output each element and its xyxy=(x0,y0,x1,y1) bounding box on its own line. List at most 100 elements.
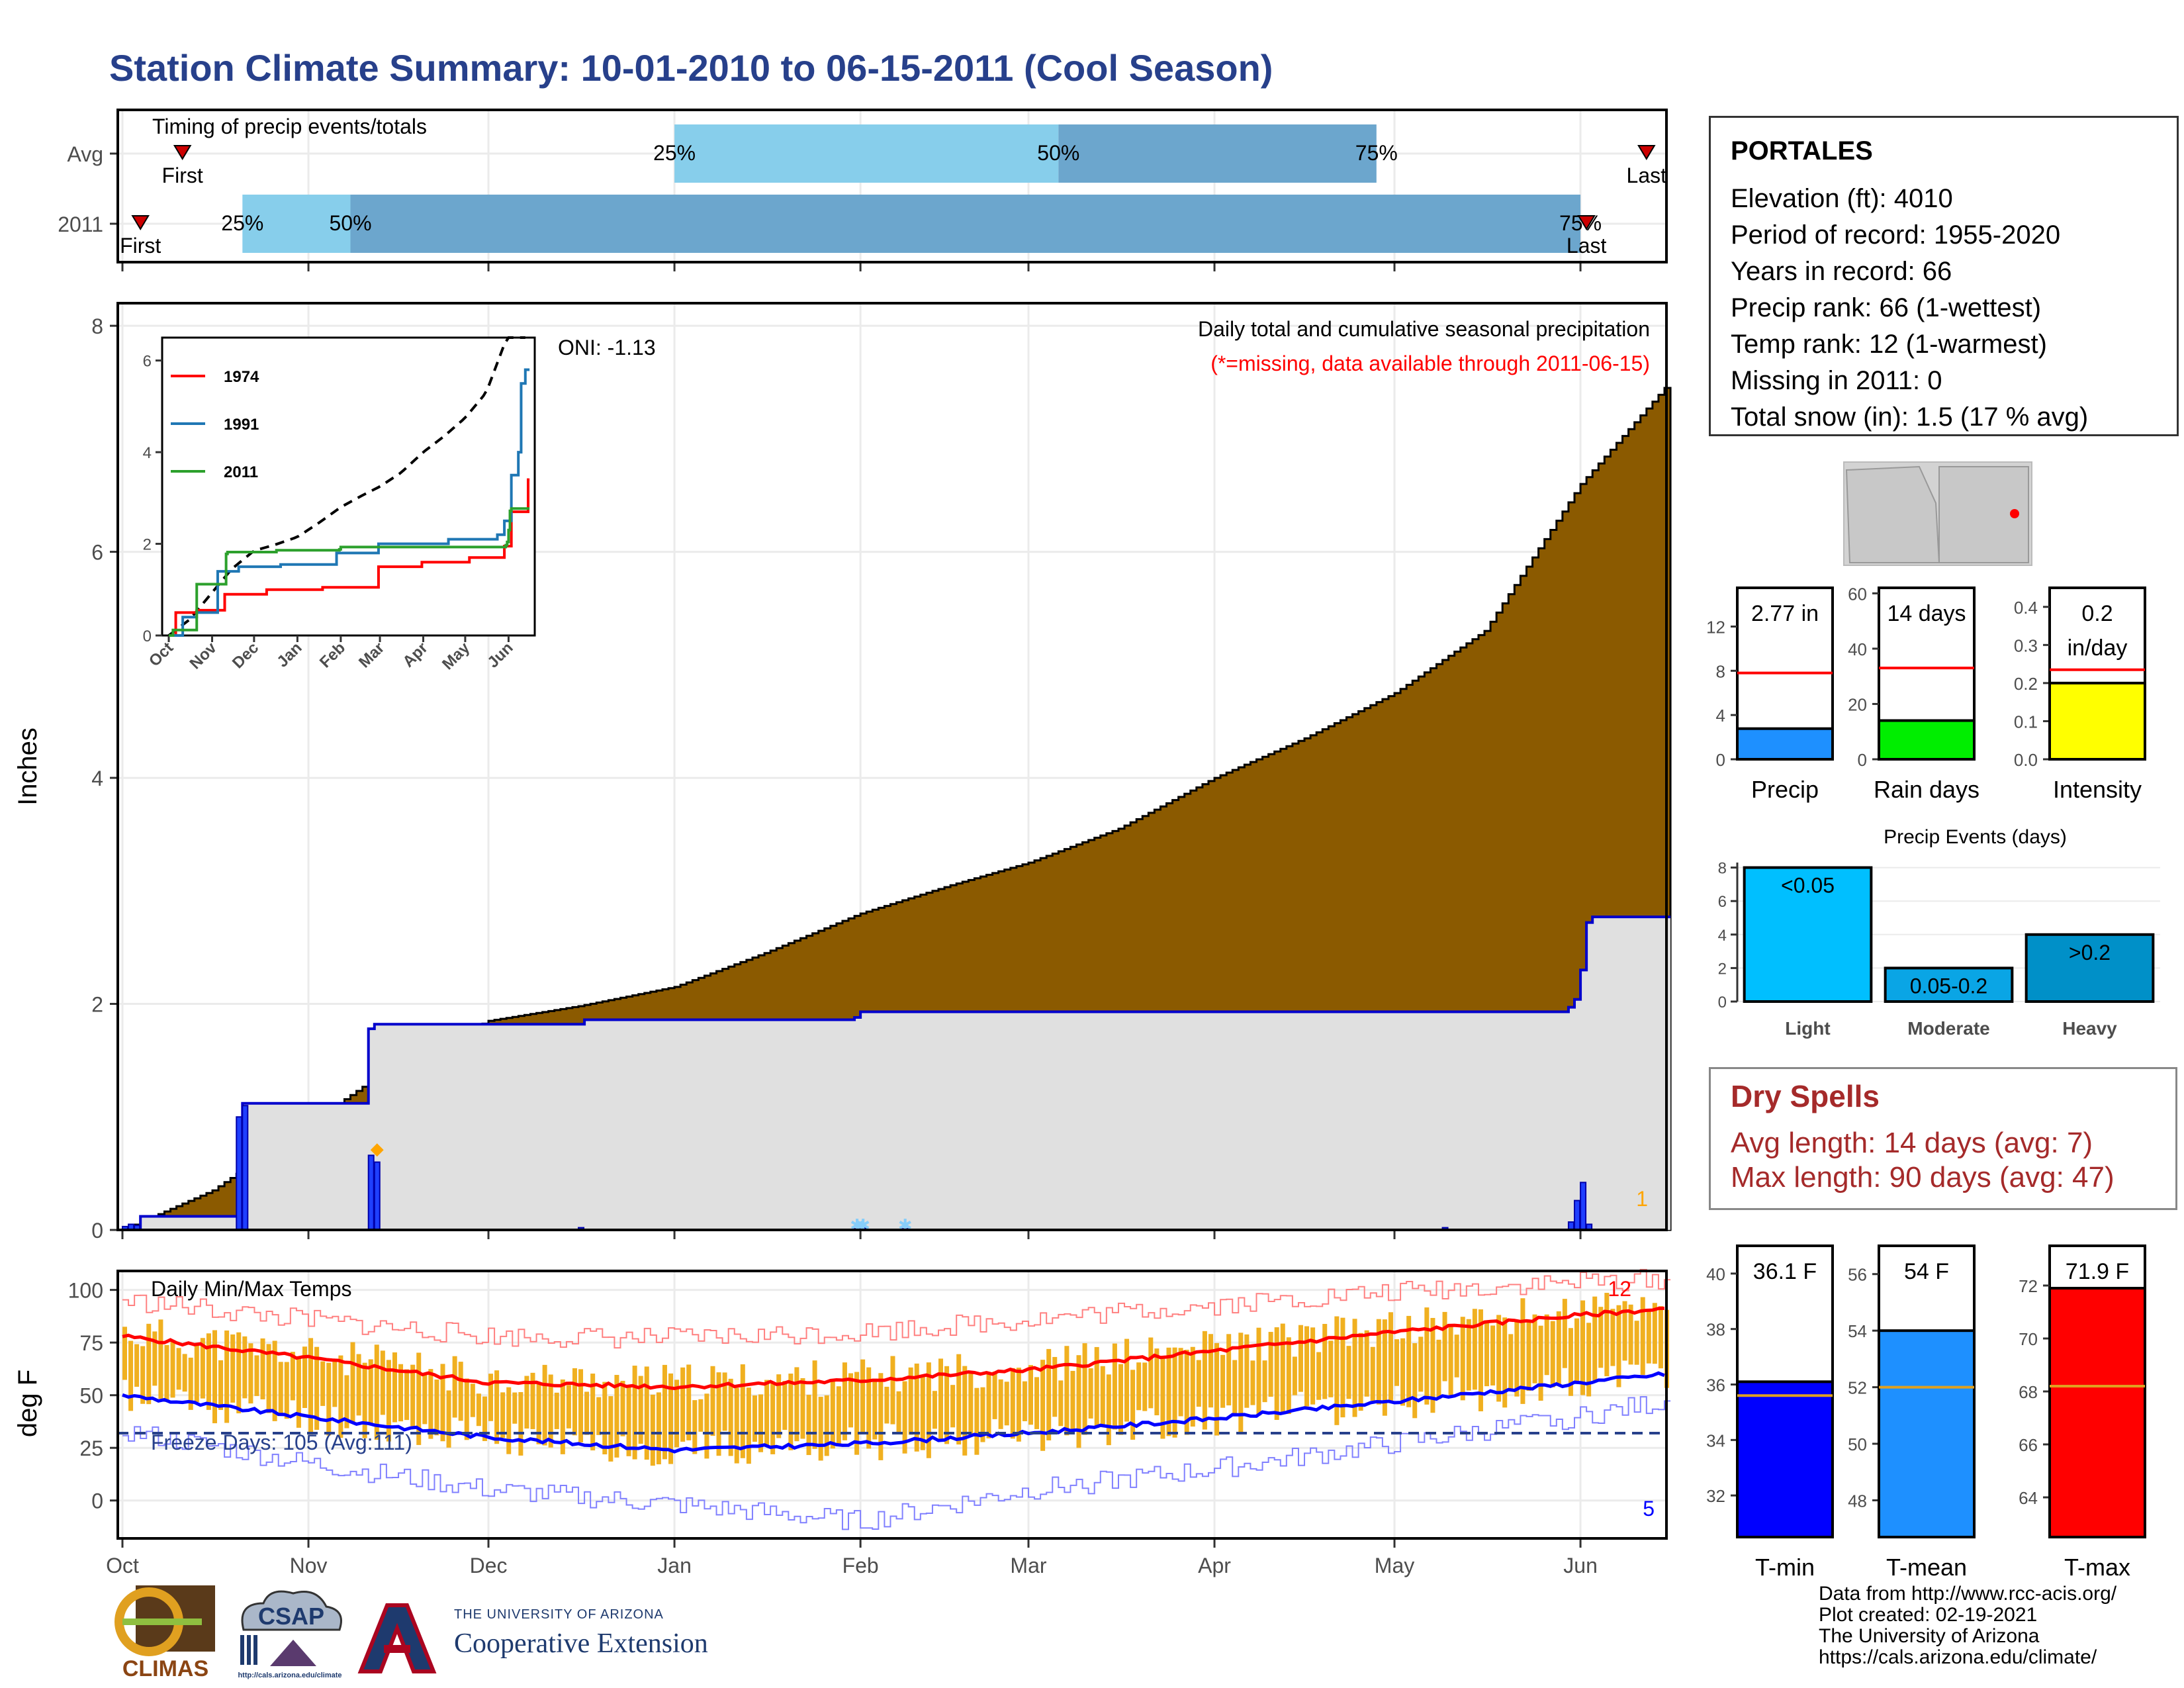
map-station-dot xyxy=(2010,509,2019,518)
csap-url: http://cals.arizona.edu/climate xyxy=(238,1671,341,1679)
temps-daily-bar xyxy=(446,1390,451,1448)
temps-daily-bar xyxy=(1460,1317,1465,1401)
temps-daily-bar xyxy=(440,1364,445,1442)
temps-daily-bar xyxy=(1412,1343,1418,1419)
temps-daily-bar xyxy=(1520,1298,1525,1404)
timing-p50-label: 50% xyxy=(329,211,371,235)
temps-daily-bar xyxy=(770,1382,776,1454)
dry-spells-max: Max length: 90 days (avg: 47) xyxy=(1731,1161,2115,1194)
temps-daily-bar xyxy=(356,1354,361,1416)
precip-snow-mark: ◆ xyxy=(371,1139,384,1158)
tmean-value-label: 54 F xyxy=(1904,1259,1949,1284)
temps-daily-bar xyxy=(368,1359,373,1426)
temps-avg-line xyxy=(122,1371,1665,1454)
intensity-ytick-label: 0.3 xyxy=(2014,635,2038,655)
precip-total-ytick-label: 8 xyxy=(1716,661,1725,681)
tmin-ytick-label: 40 xyxy=(1706,1264,1725,1284)
precip-daily-bar xyxy=(1580,1182,1587,1231)
temps-xtick-label: Dec xyxy=(470,1554,508,1577)
temps-daily-bar xyxy=(1376,1319,1381,1405)
precip-snow-mark: ✱ xyxy=(856,1215,870,1235)
timing-last-marker xyxy=(1637,145,1656,160)
temps-daily-bar xyxy=(176,1348,181,1390)
precip-cum-2011-area xyxy=(122,917,1671,1230)
precip-oni-label: ONI: -1.13 xyxy=(558,336,656,359)
temps-daily-bar xyxy=(818,1397,823,1461)
csap-cloud xyxy=(241,1590,342,1631)
temp-bar-charts: 32 34 36 38 40 36.1 F T-min 48 50 52 54 56 54 F T-mea… xyxy=(1706,1244,2146,1581)
temps-daily-bar xyxy=(314,1346,320,1430)
station-info-box: PORTALES Elevation (ft): 4010 Period of … xyxy=(1709,116,2179,436)
temps-daily-bar xyxy=(1646,1309,1651,1364)
temps-daily-bar xyxy=(1298,1325,1303,1392)
temps-ytick-label: 0 xyxy=(91,1489,103,1513)
temps-daily-bar xyxy=(710,1366,715,1436)
inset-series-line xyxy=(169,507,530,637)
climas-logo-text: CLIMAS xyxy=(122,1656,208,1681)
tmin-category-label: T-min xyxy=(1755,1554,1815,1581)
map-state-az xyxy=(1845,465,1940,563)
temps-daily-bar xyxy=(590,1374,596,1451)
temps-daily-bar xyxy=(380,1350,385,1415)
temps-daily-bar xyxy=(920,1376,925,1450)
temps-daily-bar xyxy=(1388,1312,1393,1402)
credit-line: Plot created: 02-19-2021 xyxy=(1819,1604,2038,1626)
temps-daily-bar xyxy=(542,1364,547,1446)
temps-daily-bar xyxy=(1214,1342,1220,1436)
temps-daily-bar xyxy=(1178,1348,1183,1417)
temps-daily-bar xyxy=(1172,1347,1177,1438)
temps-daily-bar xyxy=(1550,1321,1555,1387)
intensity-ytick-label: 0.2 xyxy=(2014,674,2038,694)
temps-daily-bar xyxy=(836,1386,841,1445)
temps-daily-bar xyxy=(392,1352,397,1423)
temps-daily-bar xyxy=(1226,1334,1232,1406)
temps-daily-bar xyxy=(1406,1315,1412,1407)
intensity-ytick-label: 0.4 xyxy=(2014,598,2038,618)
temps-daily-bar xyxy=(488,1374,494,1421)
dry-spells-avg: Avg length: 14 days (avg: 7) xyxy=(1731,1127,2093,1159)
timing-p75-label: 75% xyxy=(1559,211,1602,235)
inset-panel xyxy=(161,336,536,637)
station-name: PORTALES xyxy=(1731,136,1873,165)
summary-bar-charts: 0 4 8 12 2.77 in Precip 0 20 40 60 14 days Rain day… xyxy=(1706,584,2146,803)
events-category-label: Light xyxy=(1785,1018,1830,1039)
temps-daily-bar xyxy=(1088,1368,1093,1419)
temps-daily-bar xyxy=(1556,1311,1561,1385)
temps-daily-bar xyxy=(272,1340,277,1421)
temps-daily-bar xyxy=(800,1378,805,1439)
ua-wordmark: THE UNIVERSITY OF ARIZONA Cooperative Ex… xyxy=(454,1607,708,1660)
rain-days-ytick-label: 20 xyxy=(1848,694,1867,714)
events-ytick-label: 4 xyxy=(1718,927,1727,945)
temps-daily-bar xyxy=(596,1397,602,1435)
temps-daily-bar xyxy=(344,1375,349,1429)
temps-daily-bar xyxy=(1448,1327,1453,1395)
temps-daily-bar xyxy=(1346,1346,1351,1399)
station-info-line: Period of record: 1955-2020 xyxy=(1731,220,2061,250)
rain-days-value-label: 14 days xyxy=(1887,601,1966,626)
temps-daily-bar xyxy=(674,1380,680,1448)
temps-daily-bar xyxy=(1490,1325,1496,1386)
events-bar-label: <0.05 xyxy=(1781,874,1835,898)
temps-daily-bar xyxy=(986,1374,991,1438)
temps-daily-bar xyxy=(1562,1299,1567,1368)
temps-daily-bar xyxy=(1604,1293,1610,1377)
temps-daily-bar xyxy=(1274,1327,1279,1421)
tmean-category-label: T-mean xyxy=(1886,1554,1967,1581)
precip-frame xyxy=(116,302,1668,1231)
temps-daily-bar xyxy=(1586,1323,1592,1397)
temps-daily-bar xyxy=(782,1381,788,1430)
temps-daily-bar xyxy=(1148,1337,1154,1409)
temps-daily-bar xyxy=(746,1387,751,1464)
temps-daily-bar xyxy=(1442,1311,1447,1382)
temps-daily-bar xyxy=(290,1352,295,1401)
temps-daily-bar xyxy=(296,1356,301,1428)
temps-daily-bar xyxy=(1352,1319,1357,1417)
temps-daily-bar xyxy=(722,1372,727,1431)
temps-daily-bar xyxy=(740,1364,745,1458)
timing-first-label: First xyxy=(120,234,161,258)
temps-daily-bar xyxy=(164,1344,169,1402)
temps-daily-bar xyxy=(1286,1337,1291,1415)
ua-big-text: Cooperative Extension xyxy=(454,1628,708,1659)
temps-daily-bar xyxy=(764,1380,770,1447)
intensity-value-unit: in/day xyxy=(2068,635,2128,661)
